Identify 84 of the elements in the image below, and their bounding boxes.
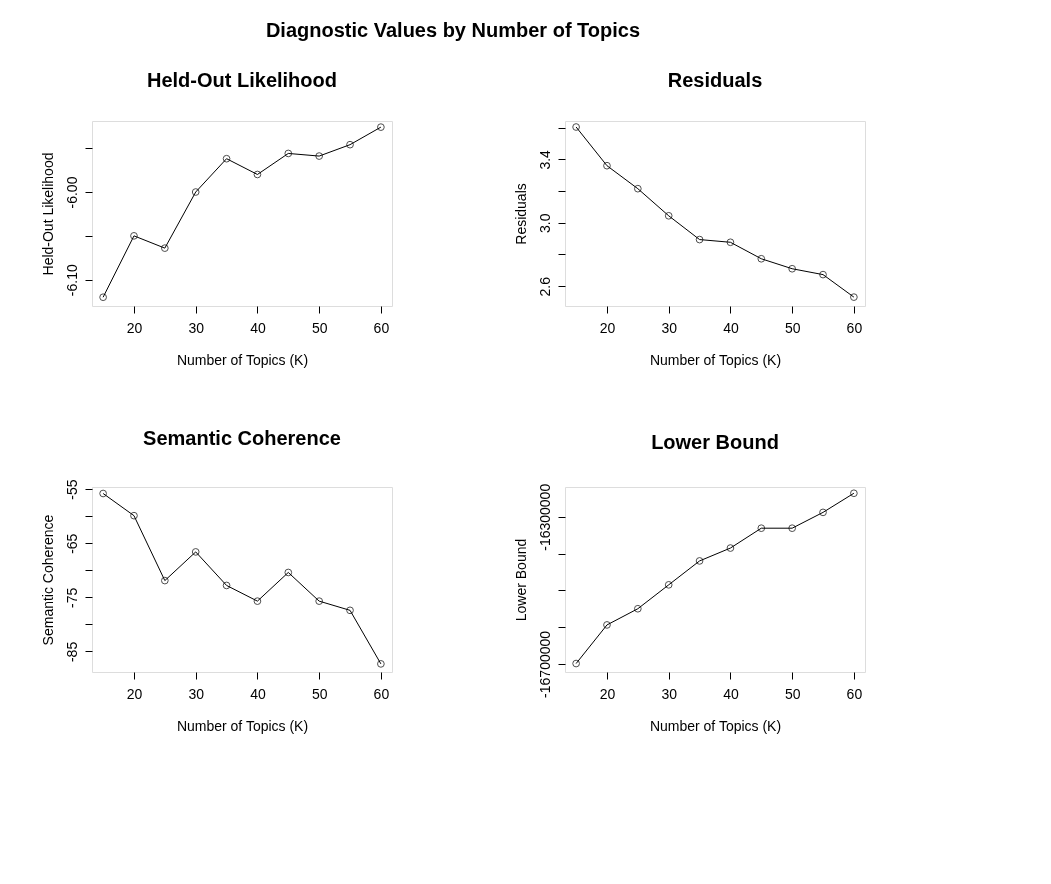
y-tick-label: -16300000: [536, 483, 553, 551]
x-tick-label: 50: [311, 685, 328, 702]
point: [191, 548, 200, 556]
x-tick-label: 20: [126, 319, 143, 336]
x-tick-label: 40: [723, 685, 739, 702]
y-axis-title: Semantic Coherence: [39, 514, 56, 646]
point: [377, 123, 385, 131]
x-tick-label: 30: [188, 685, 205, 702]
point: [99, 489, 107, 498]
x-tick-label: 20: [126, 685, 143, 702]
x-tick-label: 60: [846, 319, 863, 336]
y-axis-title: Held-Out Likelihood: [39, 152, 56, 276]
point: [664, 580, 673, 589]
point: [695, 557, 704, 565]
point: [253, 170, 262, 179]
point: [633, 604, 642, 613]
point: [284, 149, 293, 158]
y-axis-title: Lower Bound: [512, 538, 529, 622]
y-tick-label: -6.00: [63, 176, 80, 209]
point: [315, 597, 324, 605]
point: [315, 152, 324, 160]
x-tick-label: 20: [599, 685, 616, 702]
x-axis-title: Number of Topics (K): [649, 717, 782, 734]
x-tick-label: 40: [250, 319, 266, 336]
point: [633, 184, 642, 193]
point: [284, 568, 293, 577]
point: [695, 235, 704, 244]
x-tick-label: 40: [723, 319, 739, 336]
point: [346, 606, 354, 615]
point: [191, 188, 200, 196]
point: [664, 211, 673, 220]
point: [788, 264, 797, 273]
x-tick-label: 30: [661, 319, 678, 336]
x-tick-label: 30: [188, 319, 205, 336]
point: [253, 597, 262, 605]
chart-title: Lower Bound: [651, 431, 779, 454]
y-tick-label: -85: [63, 641, 80, 663]
point: [222, 154, 231, 163]
point: [572, 123, 580, 131]
point: [603, 161, 611, 170]
point: [726, 238, 735, 247]
point: [130, 232, 138, 240]
point: [377, 660, 385, 668]
point: [346, 140, 354, 149]
point: [603, 621, 611, 629]
x-tick-label: 60: [373, 685, 390, 702]
point: [726, 544, 735, 552]
x-axis-title: Number of Topics (K): [176, 717, 309, 734]
y-tick-label: -6.10: [63, 264, 80, 297]
y-tick-label: -55: [63, 479, 80, 500]
x-axis-title: Number of Topics (K): [649, 351, 782, 368]
chart-title: Residuals: [667, 69, 763, 91]
point: [757, 254, 766, 263]
text: Diagnostic Values by Number of Topics: [265, 18, 641, 41]
y-tick-label: 3.0: [536, 213, 553, 234]
x-tick-label: 50: [784, 319, 801, 336]
x-tick-label: 40: [250, 685, 266, 702]
chart-title: Semantic Coherence: [143, 427, 341, 450]
point: [130, 511, 138, 520]
x-tick-label: 50: [311, 319, 328, 336]
point: [222, 581, 231, 590]
y-tick-label: 2.6: [536, 276, 553, 297]
y-tick-label: -65: [63, 533, 80, 554]
point: [850, 489, 858, 498]
point: [819, 508, 827, 517]
y-tick-label: -16700000: [536, 630, 553, 698]
point: [160, 244, 169, 252]
y-tick-label: -75: [63, 587, 80, 608]
point: [788, 524, 797, 533]
point: [757, 524, 766, 533]
point: [99, 293, 107, 302]
point: [850, 293, 858, 301]
chart-title: Held-Out Likelihood: [147, 69, 337, 91]
x-tick-label: 50: [784, 685, 801, 702]
point: [819, 270, 827, 279]
y-tick-label: 3.4: [536, 149, 553, 170]
x-tick-label: 30: [661, 685, 678, 702]
x-tick-label: 60: [373, 319, 390, 336]
x-tick-label: 60: [846, 685, 863, 702]
y-axis-title: Residuals: [512, 183, 529, 245]
point: [160, 576, 169, 585]
x-tick-label: 20: [599, 319, 616, 336]
x-axis-title: Number of Topics (K): [176, 351, 309, 368]
point: [572, 659, 580, 668]
